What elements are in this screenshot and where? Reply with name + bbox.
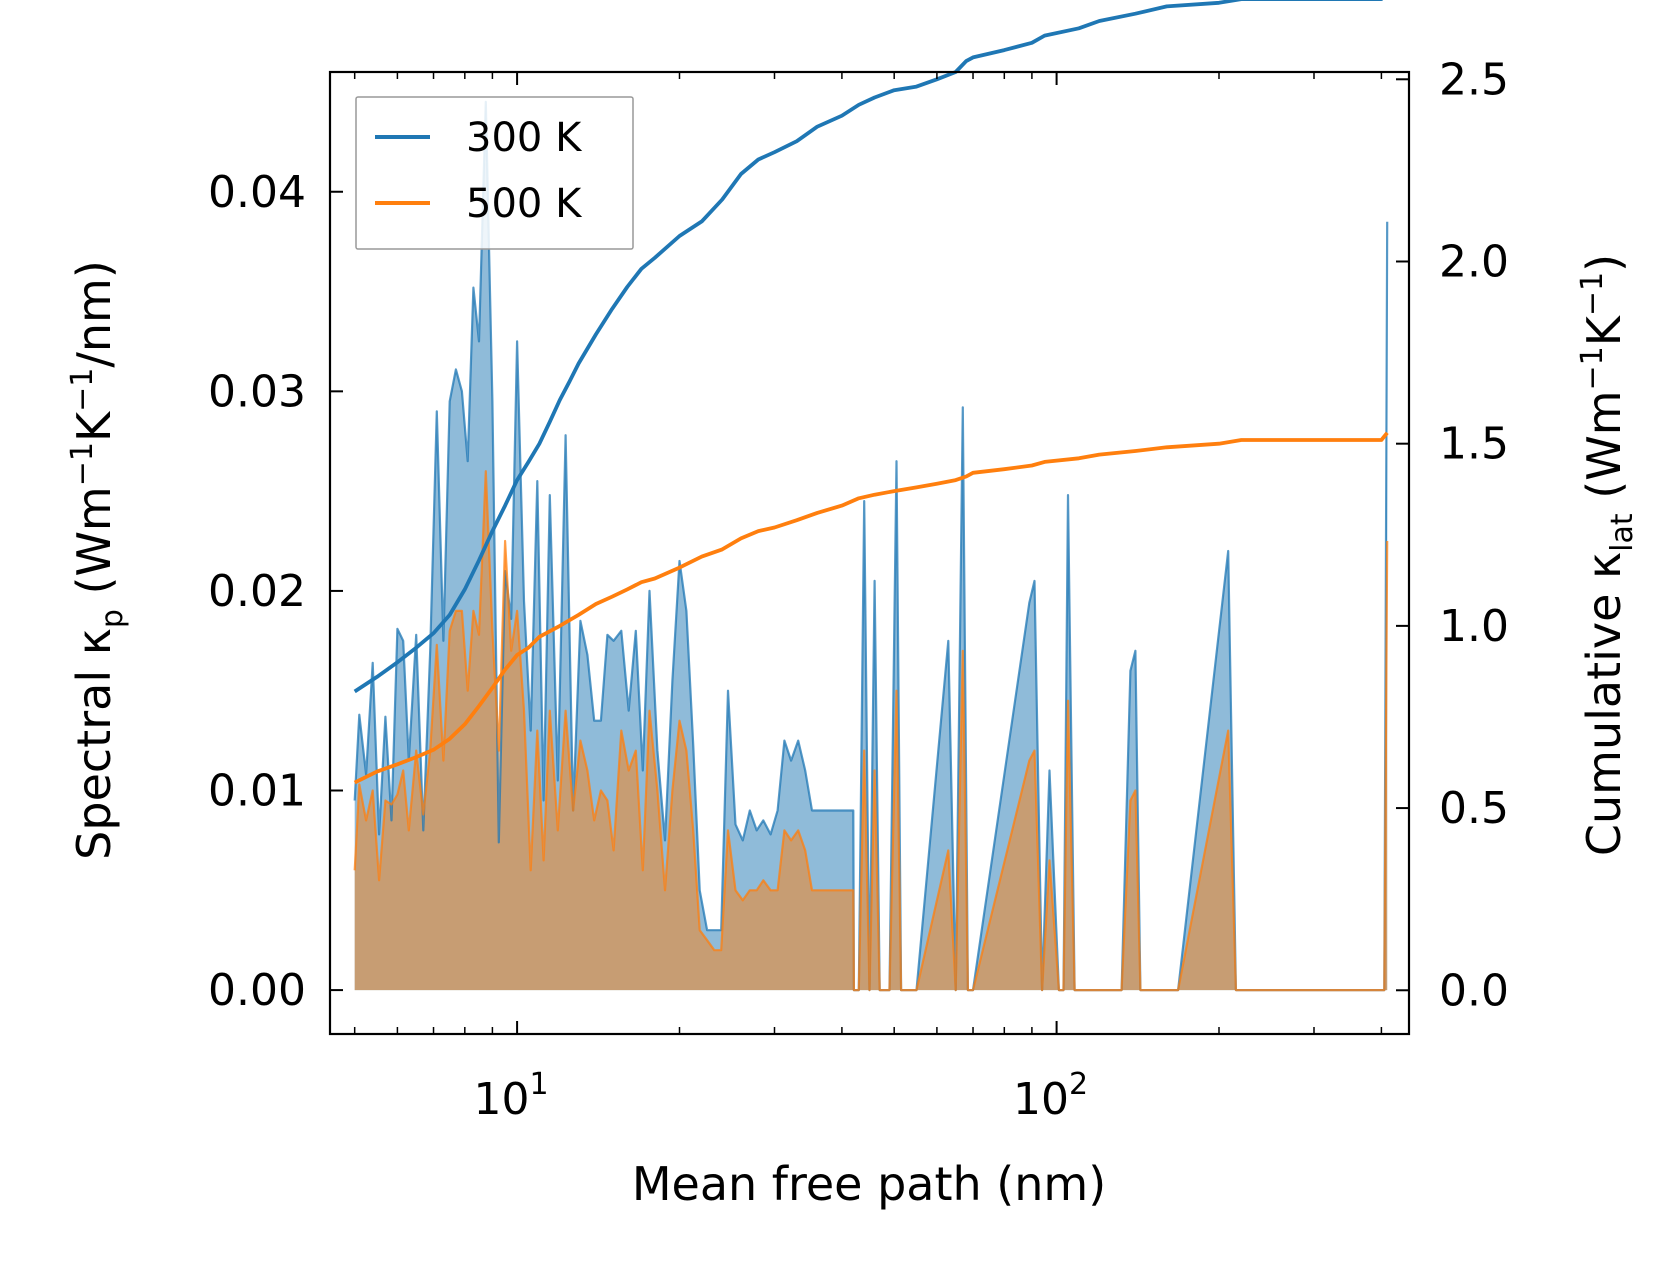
x-axis-label: Mean free path (nm) [632, 1157, 1106, 1211]
x-tick-label: 102 [1013, 1067, 1088, 1125]
legend-label-500K: 500 K [466, 181, 583, 227]
axis-ticks [330, 72, 1409, 1034]
plot-area-frame [328, 70, 1411, 1036]
right-y-tick-label: 1.0 [1439, 601, 1509, 652]
axis-tick-labels: 0.00 0.01 0.02 0.03 0.04 0.0 0.5 1.0 1.5 2.0 2.5 10… [208, 54, 1509, 1125]
left-y-tick-label: 0.01 [208, 766, 306, 817]
right-y-tick-label: 2.0 [1439, 236, 1509, 287]
left-y-axis-label: Spectral κp (Wm−1K−1/nm) [65, 260, 130, 860]
spectral-fill-500K [354, 471, 1388, 991]
spectral-fill-300K [354, 101, 1388, 991]
spectral-line-500K [353, 470, 1389, 992]
spectral-fills [354, 101, 1388, 991]
right-y-axis-label: Cumulative κlat (Wm−1K−1) [1575, 254, 1640, 856]
cumulative-lines [353, 0, 1389, 785]
left-y-tick-label: 0.00 [208, 965, 306, 1016]
left-y-tick-label: 0.04 [208, 167, 306, 218]
left-y-tick-label: 0.03 [208, 366, 306, 417]
right-y-tick-label: 0.5 [1439, 783, 1509, 834]
legend-label-300K: 300 K [466, 115, 583, 161]
right-y-tick-label: 1.5 [1439, 419, 1509, 470]
right-y-tick-label: 0.0 [1439, 965, 1509, 1016]
right-y-tick-label: 2.5 [1439, 54, 1509, 105]
cumulative-line-300K [353, 0, 1384, 694]
x-tick-label: 101 [474, 1067, 549, 1125]
cumulative-line-500K [353, 431, 1389, 785]
spectral-lines [353, 100, 1389, 992]
left-y-tick-label: 0.02 [208, 566, 306, 617]
legend: 300 K 500 K [355, 96, 634, 250]
